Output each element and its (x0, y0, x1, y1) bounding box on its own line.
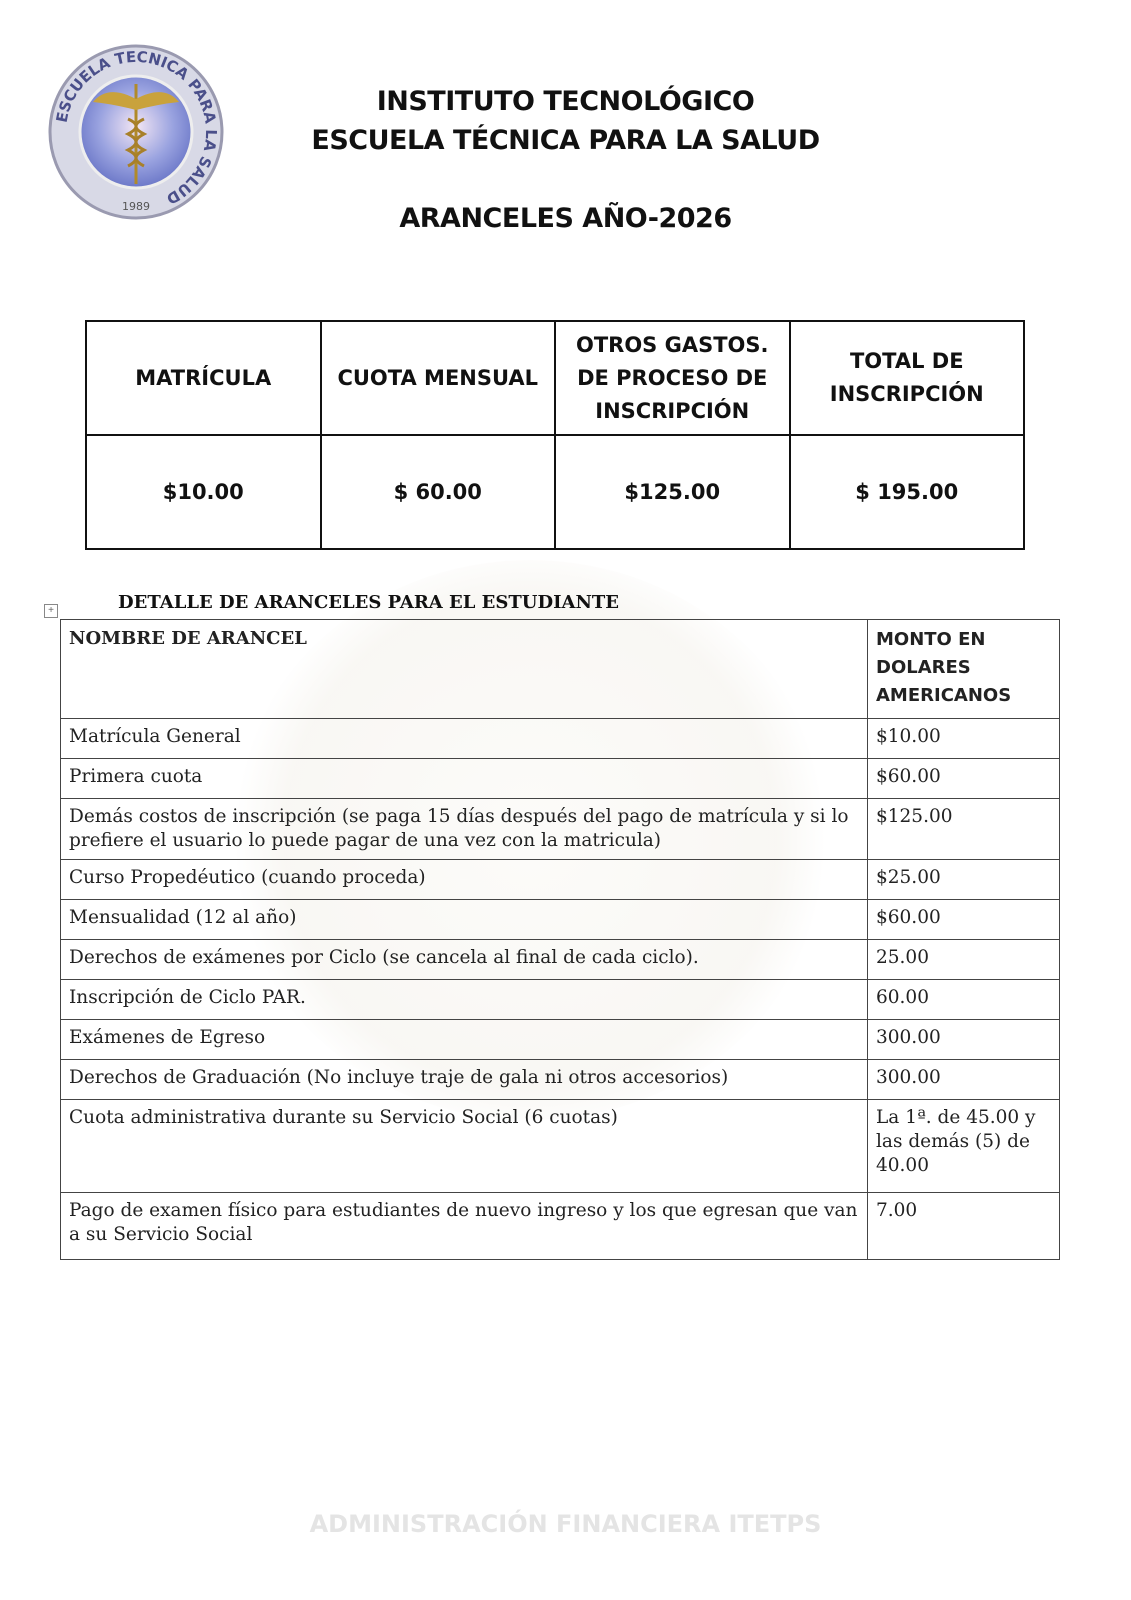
table-row: Exámenes de Egreso 300.00 (60, 1019, 1060, 1060)
header-matricula: MATRÍCULA (85, 320, 322, 436)
fee-amount: $10.00 (867, 718, 1060, 759)
document-title: ARANCELES AÑO-2026 (399, 203, 732, 234)
header-cuota-mensual: CUOTA MENSUAL (319, 320, 556, 436)
fee-amount: La 1ª. de 45.00 y las demás (5) de 40.00 (867, 1099, 1060, 1193)
summary-fees-table: MATRÍCULA CUOTA MENSUAL OTROS GASTOS. DE… (85, 320, 1025, 550)
table-row: Matrícula General $10.00 (60, 718, 1060, 759)
school-seal-logo: ESCUELA TECNICA PARA LA SALUD 1989 (48, 44, 224, 220)
fee-amount: 7.00 (867, 1192, 1060, 1260)
fee-name: Derechos de Graduación (No incluye traje… (60, 1059, 868, 1100)
detail-title: DETALLE DE ARANCELES PARA EL ESTUDIANTE (118, 592, 620, 613)
fee-name: Demás costos de inscripción (se paga 15 … (60, 798, 868, 860)
school-name: ESCUELA TÉCNICA PARA LA SALUD (311, 125, 820, 156)
value-otros-gastos: $125.00 (554, 434, 791, 550)
institute-name: INSTITUTO TECNOLÓGICO (376, 86, 755, 117)
table-row: Mensualidad (12 al año) $60.00 (60, 899, 1060, 940)
table-row: Curso Propedéutico (cuando proceda) $25.0… (60, 859, 1060, 900)
fee-name: Inscripción de Ciclo PAR. (60, 979, 868, 1020)
fee-amount: $60.00 (867, 899, 1060, 940)
fee-amount: $25.00 (867, 859, 1060, 900)
table-move-handle-icon[interactable]: + (44, 604, 58, 618)
fee-name: Pago de examen físico para estudiantes d… (60, 1192, 868, 1260)
fee-amount: 60.00 (867, 979, 1060, 1020)
header-otros-gastos: OTROS GASTOS. DE PROCESO DE INSCRIPCIÓN (554, 320, 791, 436)
fee-amount: 25.00 (867, 939, 1060, 980)
fee-name: Matrícula General (60, 718, 868, 759)
fee-name: Derechos de exámenes por Ciclo (se cance… (60, 939, 868, 980)
table-row: Primera cuota $60.00 (60, 758, 1060, 799)
table-row: Cuota administrativa durante su Servicio… (60, 1099, 1060, 1193)
detail-fees-table: NOMBRE DE ARANCEL MONTO EN DOLARES AMERI… (60, 619, 1060, 1260)
fee-amount: $60.00 (867, 758, 1060, 799)
fee-name: Curso Propedéutico (cuando proceda) (60, 859, 868, 900)
value-total: $ 195.00 (788, 434, 1025, 550)
value-cuota-mensual: $ 60.00 (319, 434, 556, 550)
header-total: TOTAL DE INSCRIPCIÓN (788, 320, 1025, 436)
column-header-amount: MONTO EN DOLARES AMERICANOS (867, 619, 1060, 719)
table-row: Derechos de exámenes por Ciclo (se cance… (60, 939, 1060, 980)
fee-name: Cuota administrativa durante su Servicio… (60, 1099, 868, 1193)
column-header-name: NOMBRE DE ARANCEL (60, 619, 868, 719)
fee-name: Mensualidad (12 al año) (60, 899, 868, 940)
table-row: Derechos de Graduación (No incluye traje… (60, 1059, 1060, 1100)
table-row: Inscripción de Ciclo PAR. 60.00 (60, 979, 1060, 1020)
fee-amount: $125.00 (867, 798, 1060, 860)
value-matricula: $10.00 (85, 434, 322, 550)
fee-amount: 300.00 (867, 1059, 1060, 1100)
table-row: Pago de examen físico para estudiantes d… (60, 1192, 1060, 1260)
footer-text: ADMINISTRACIÓN FINANCIERA ITETPS (309, 1510, 822, 1538)
fee-name: Exámenes de Egreso (60, 1019, 868, 1060)
fee-amount: 300.00 (867, 1019, 1060, 1060)
fee-name: Primera cuota (60, 758, 868, 799)
table-row: Demás costos de inscripción (se paga 15 … (60, 798, 1060, 860)
svg-text:1989: 1989 (122, 200, 150, 213)
